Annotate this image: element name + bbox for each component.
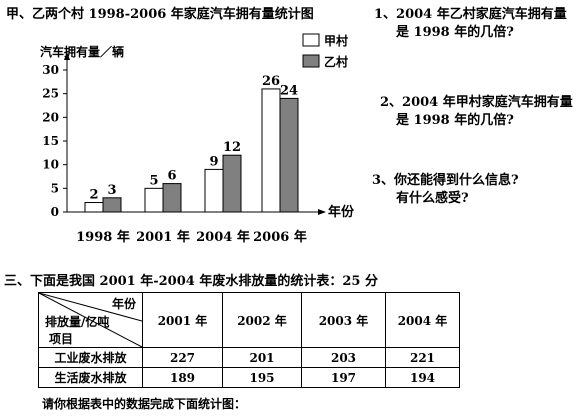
legend-swatch-yi: [302, 54, 320, 68]
x-axis-arrow: [318, 209, 326, 215]
section-3-title: 三、下面是我国 2001 年-2004 年废水排放量的统计表：25 分: [4, 274, 378, 289]
footer-instruction: 请你根据表中的数据完成下面统计图：: [42, 397, 247, 411]
y-tick-label: 30: [42, 63, 59, 77]
question-2-line-1: 2、2004 年甲村家庭汽车拥有量: [380, 95, 573, 110]
bar-village-jia: [261, 88, 281, 213]
legend-label: 乙村: [324, 54, 348, 69]
bar-village-yi: [102, 197, 122, 213]
y-axis-label: 汽车拥有量／辆: [40, 44, 124, 59]
column-header: 2003 年: [301, 292, 386, 348]
bar-value-label: 24: [280, 83, 298, 98]
bar-village-yi: [279, 97, 299, 213]
question-1-line-2: 是 1998 年的几倍?: [396, 25, 514, 40]
bar-village-yi: [222, 154, 242, 213]
x-tick-label: 2004 年: [196, 229, 250, 245]
y-tick-label: 0: [51, 205, 59, 219]
table-cell: 221: [385, 347, 460, 368]
wastewater-table: 年份 排放量/亿吨 项目 2001 年 2002 年 2003 年 2004 年…: [38, 292, 460, 388]
bar-value-label: 2: [89, 188, 98, 203]
column-header: 2004 年: [385, 292, 460, 348]
row-label: 工业废水排放: [38, 347, 143, 368]
table-cell: 203: [301, 347, 386, 368]
table-cell: 195: [222, 367, 302, 388]
table-cell: 194: [385, 367, 460, 388]
y-axis-arrow: [64, 52, 70, 60]
question-1-line-1: 1、2004 年乙村家庭汽车拥有量: [374, 7, 567, 22]
bar-village-yi: [162, 183, 182, 213]
table-cell: 227: [142, 347, 223, 368]
bar-village-jia: [144, 187, 164, 213]
header-amount-label: 排放量/亿吨: [45, 315, 110, 329]
chart-title: 甲、乙两个村 1998-2006 年家庭汽车拥有量统计图: [6, 7, 314, 22]
column-header: 2001 年: [142, 292, 223, 348]
diagonal-lines: [39, 293, 142, 347]
legend-swatch-jia: [302, 33, 320, 47]
bar-village-jia: [84, 202, 104, 213]
bar-village-jia: [204, 168, 224, 213]
y-tick-label: 10: [42, 158, 59, 172]
table-cell: 189: [142, 367, 223, 388]
header-item-label: 项目: [49, 332, 74, 346]
bar-value-label: 6: [167, 169, 176, 184]
question-3-line-1: 3、你还能得到什么信息?: [372, 173, 519, 188]
question-3-line-2: 有什么感受?: [396, 191, 469, 206]
bar-value-label: 9: [209, 154, 218, 169]
x-tick-label: 2006 年: [253, 229, 307, 245]
table-row: 生活废水排放 189 195 197 194: [38, 367, 460, 388]
table-row: 工业废水排放 227 201 203 221: [38, 347, 460, 368]
y-tick-label: 20: [42, 110, 59, 124]
header-year-label: 年份: [111, 297, 136, 311]
bar-value-label: 3: [107, 183, 116, 198]
x-tick-label: 1998 年: [76, 229, 130, 245]
x-axis-label: 年份: [328, 204, 355, 220]
row-label: 生活废水排放: [38, 367, 143, 388]
question-2-line-2: 是 1998 年的几倍?: [396, 113, 514, 128]
legend-label: 甲村: [324, 33, 348, 48]
y-tick-label: 25: [42, 87, 59, 101]
x-tick-label: 2001 年: [136, 229, 190, 245]
bar-value-label: 12: [223, 140, 241, 155]
table-cell: 201: [222, 347, 302, 368]
y-tick-label: 15: [42, 134, 59, 148]
bar-value-label: 26: [262, 74, 280, 89]
y-tick-label: 5: [51, 181, 59, 195]
table-cell: 197: [301, 367, 386, 388]
column-header: 2002 年: [222, 292, 302, 348]
table-header-diagonal: 年份 排放量/亿吨 项目: [38, 292, 143, 348]
bar-value-label: 5: [149, 173, 158, 188]
